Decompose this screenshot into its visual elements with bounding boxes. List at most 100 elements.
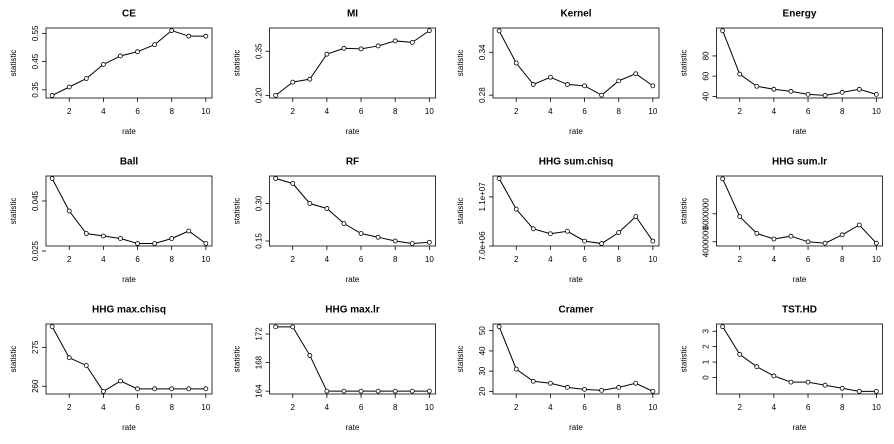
x-axis-label: rate bbox=[793, 127, 807, 136]
data-point bbox=[873, 388, 879, 394]
data-point bbox=[426, 28, 432, 34]
data-point bbox=[582, 386, 587, 392]
data-point bbox=[650, 83, 656, 89]
chart-title: HHG sum.chisq bbox=[539, 157, 613, 168]
data-point bbox=[599, 92, 605, 98]
data-point bbox=[169, 386, 175, 392]
data-point bbox=[547, 74, 553, 80]
data-point bbox=[547, 380, 553, 386]
y-tick-label: 168 bbox=[255, 355, 264, 369]
x-tick-label: 10 bbox=[648, 255, 657, 264]
x-tick-label: 4 bbox=[548, 255, 553, 264]
plot-box bbox=[45, 175, 213, 247]
data-point bbox=[324, 388, 330, 394]
y-tick-label: 172 bbox=[255, 327, 264, 341]
x-tick-label: 2 bbox=[514, 403, 519, 412]
data-point bbox=[392, 238, 398, 244]
data-point bbox=[737, 71, 743, 77]
y-tick-label: 0.30 bbox=[255, 195, 264, 211]
data-point bbox=[169, 236, 175, 241]
x-tick-label: 2 bbox=[67, 107, 72, 116]
y-tick-label: 80 bbox=[702, 51, 711, 60]
data-point bbox=[375, 234, 381, 240]
data-line bbox=[51, 326, 206, 393]
data-point bbox=[650, 238, 656, 244]
chart-title: HHG max.chisq bbox=[92, 305, 166, 316]
y-tick-label: 6000000 bbox=[702, 198, 711, 230]
data-point bbox=[582, 83, 587, 89]
data-point bbox=[169, 28, 175, 33]
data-point bbox=[307, 76, 313, 82]
data-point bbox=[616, 78, 622, 84]
data-point bbox=[307, 353, 313, 358]
y-tick-label: 20 bbox=[478, 386, 487, 395]
y-axis-label: statistic bbox=[680, 50, 689, 77]
data-point bbox=[49, 176, 55, 181]
data-point bbox=[83, 363, 89, 368]
x-tick-label: 8 bbox=[169, 107, 174, 116]
x-tick-label: 4 bbox=[772, 107, 777, 116]
x-tick-label: 4 bbox=[101, 403, 106, 412]
x-axis-label: rate bbox=[569, 423, 583, 432]
data-line bbox=[51, 178, 207, 244]
data-line bbox=[498, 30, 654, 96]
data-point bbox=[409, 388, 415, 394]
x-tick-label: 8 bbox=[840, 255, 845, 264]
x-tick-label: 10 bbox=[872, 403, 881, 412]
x-tick-label: 8 bbox=[393, 403, 398, 412]
data-point bbox=[616, 230, 622, 235]
data-point bbox=[873, 91, 879, 97]
y-axis-label: statistic bbox=[9, 50, 18, 77]
x-axis-label: rate bbox=[569, 127, 583, 136]
data-point bbox=[290, 324, 296, 330]
x-axis-label: rate bbox=[569, 275, 583, 284]
data-point bbox=[513, 206, 519, 212]
data-line bbox=[51, 29, 206, 96]
y-tick-label: 0.20 bbox=[255, 87, 264, 103]
data-point bbox=[856, 388, 862, 394]
x-tick-label: 8 bbox=[616, 255, 621, 264]
x-tick-label: 2 bbox=[290, 403, 295, 412]
chart-title: Cramer bbox=[558, 305, 593, 316]
data-point bbox=[66, 84, 72, 90]
data-point bbox=[720, 28, 726, 34]
plot-box bbox=[269, 175, 436, 247]
x-tick-label: 8 bbox=[393, 255, 398, 264]
data-point bbox=[83, 76, 89, 81]
data-line bbox=[722, 326, 877, 392]
data-point bbox=[754, 230, 760, 236]
data-point bbox=[186, 33, 192, 39]
x-tick-label: 10 bbox=[425, 403, 434, 412]
data-point bbox=[135, 49, 140, 55]
x-tick-label: 4 bbox=[101, 107, 106, 116]
x-tick-label: 2 bbox=[514, 107, 519, 116]
data-point bbox=[720, 324, 726, 330]
plot-box bbox=[269, 323, 436, 395]
x-tick-label: 4 bbox=[325, 107, 330, 116]
data-point bbox=[582, 238, 587, 244]
x-tick-label: 6 bbox=[582, 255, 587, 264]
data-point bbox=[754, 364, 760, 370]
data-point bbox=[788, 88, 794, 94]
plot-box bbox=[492, 175, 660, 247]
data-point bbox=[100, 233, 106, 239]
chart-title: MI bbox=[347, 9, 358, 20]
chart-title: HHG max.lr bbox=[325, 305, 380, 316]
data-point bbox=[203, 241, 209, 246]
data-point bbox=[375, 388, 381, 394]
x-tick-label: 6 bbox=[582, 107, 587, 116]
data-point bbox=[822, 240, 828, 246]
y-tick-label: 50 bbox=[478, 326, 487, 335]
data-point bbox=[273, 92, 279, 98]
x-tick-label: 6 bbox=[359, 403, 364, 412]
x-axis-label: rate bbox=[346, 127, 360, 136]
x-tick-label: 6 bbox=[582, 403, 587, 412]
chart-title: Kernel bbox=[560, 9, 591, 20]
y-tick-label: 164 bbox=[255, 384, 264, 398]
data-point bbox=[822, 92, 828, 98]
x-axis-label: rate bbox=[346, 423, 360, 432]
x-axis-label: rate bbox=[122, 275, 136, 284]
data-point bbox=[805, 91, 811, 97]
y-tick-label: 0.55 bbox=[31, 25, 40, 41]
